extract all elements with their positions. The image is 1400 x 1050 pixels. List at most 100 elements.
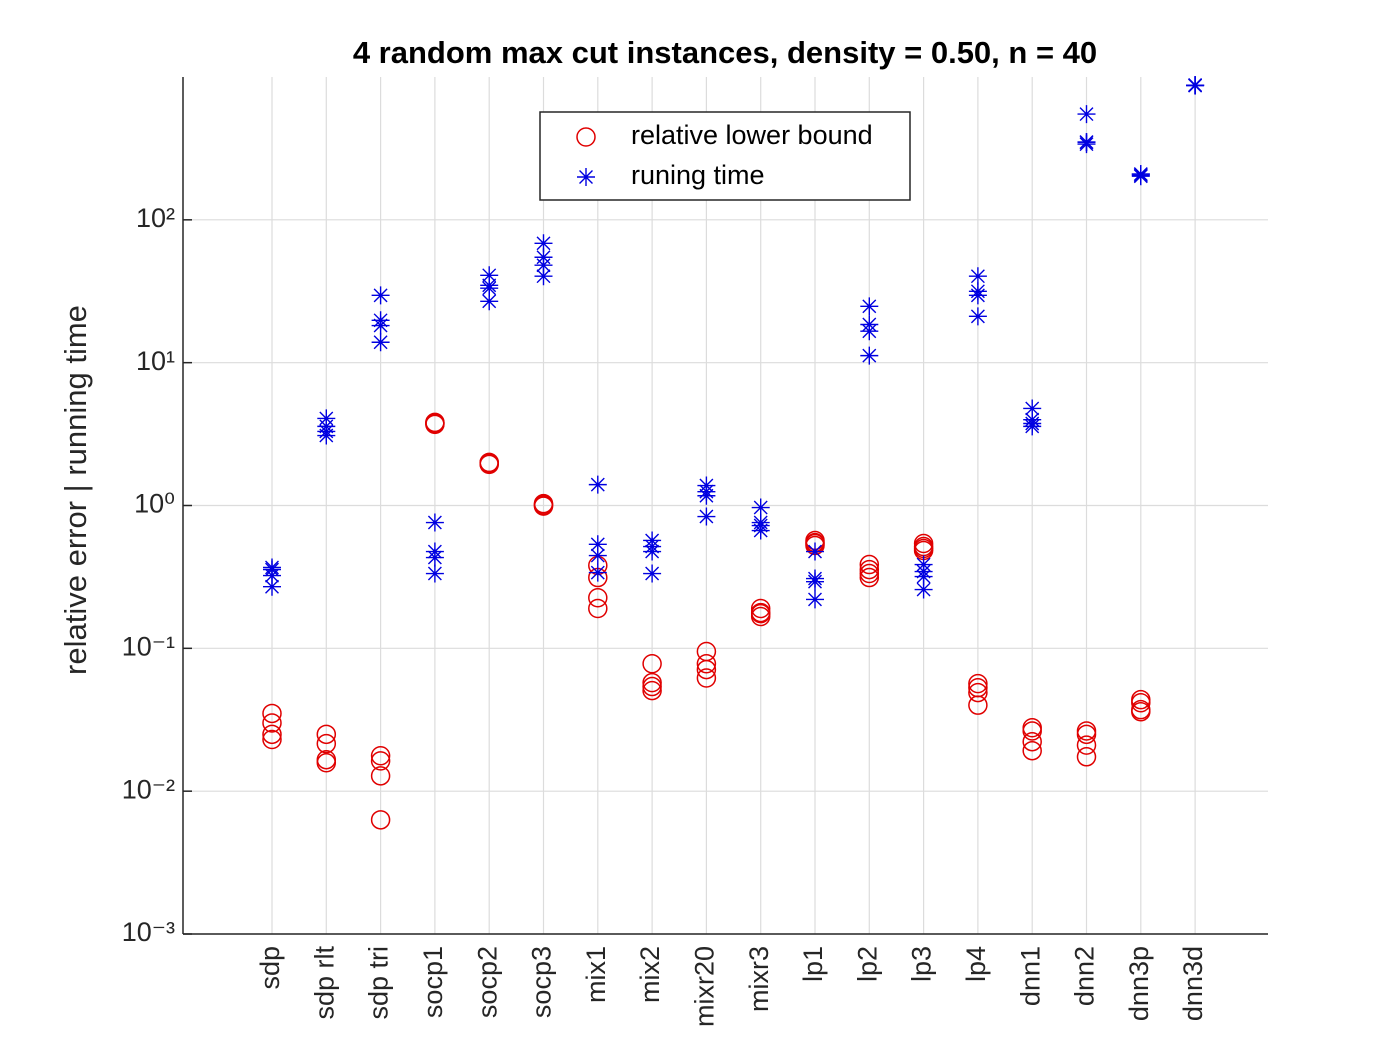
- point: [860, 297, 879, 316]
- point: [697, 507, 716, 526]
- point: [371, 333, 390, 352]
- point: [316, 733, 337, 754]
- point: [263, 566, 281, 585]
- x-tick-label: lp4: [961, 946, 991, 982]
- point: [371, 316, 390, 335]
- legend-box: [539, 111, 911, 201]
- point: [588, 535, 607, 554]
- point: [914, 567, 933, 586]
- point: [370, 810, 391, 830]
- point: [262, 703, 282, 724]
- chart-title: 4 random max cut instances, density = 0.…: [353, 35, 1097, 70]
- point: [642, 653, 662, 674]
- point: [642, 672, 662, 693]
- x-tick-label: mix2: [635, 946, 665, 1003]
- point: [588, 598, 608, 619]
- point: [1077, 133, 1096, 152]
- point: [480, 292, 499, 311]
- point: [316, 753, 337, 773]
- point: [588, 588, 608, 608]
- point: [425, 564, 444, 583]
- point: [859, 559, 880, 580]
- point: [370, 766, 391, 786]
- point: [968, 682, 988, 703]
- x-tick-label: dnn3p: [1124, 946, 1154, 1021]
- x-tick-label: sdp: [255, 946, 285, 990]
- point: [534, 267, 553, 286]
- y-tick-label: 10⁻³: [122, 917, 175, 947]
- legend-label: runing time: [631, 160, 765, 190]
- y-tick-label: 10¹: [136, 346, 175, 376]
- point: [1022, 731, 1042, 752]
- x-tick-label: socp1: [418, 946, 448, 1018]
- point: [697, 486, 716, 505]
- x-tick-label: dnn3d: [1178, 946, 1208, 1021]
- point: [642, 680, 662, 701]
- point: [316, 724, 337, 745]
- x-tick-label: lp3: [907, 946, 937, 982]
- point: [1022, 721, 1042, 741]
- point: [1023, 399, 1042, 418]
- y-axis-label: relative error | running time: [58, 305, 93, 675]
- y-tick-label: 10⁻²: [122, 774, 175, 804]
- point: [479, 453, 499, 474]
- point: [1131, 165, 1150, 184]
- x-tick-label: sdp rlt: [309, 946, 339, 1020]
- point: [263, 577, 281, 596]
- point: [806, 572, 824, 591]
- point: [642, 676, 662, 697]
- point: [751, 521, 770, 540]
- point: [696, 668, 717, 688]
- x-tick-label: socp3: [527, 946, 557, 1018]
- point: [859, 554, 880, 575]
- point: [1022, 740, 1042, 761]
- point: [696, 659, 717, 680]
- point: [968, 286, 987, 305]
- point: [860, 346, 879, 365]
- point: [643, 542, 662, 561]
- x-tick-label: mix1: [581, 946, 611, 1003]
- point: [643, 564, 662, 583]
- legend-marker: [577, 168, 595, 186]
- point: [1131, 701, 1151, 722]
- point: [262, 713, 282, 733]
- point: [262, 724, 282, 745]
- point: [480, 266, 499, 285]
- x-tick-label: sdp tri: [364, 946, 394, 1020]
- point: [371, 286, 390, 305]
- point: [1186, 76, 1205, 95]
- point: [1076, 735, 1097, 755]
- x-tick-label: mixr20: [690, 946, 720, 1027]
- point: [425, 513, 444, 532]
- point: [1076, 724, 1097, 745]
- point: [1131, 692, 1151, 713]
- point: [859, 563, 880, 584]
- point: [1077, 105, 1096, 124]
- x-tick-label: dnn1: [1015, 946, 1045, 1006]
- x-tick-label: lp1: [798, 946, 828, 982]
- point: [317, 426, 336, 445]
- y-tick-label: 10²: [136, 203, 175, 233]
- point: [588, 475, 607, 494]
- point: [914, 580, 933, 599]
- point: [860, 322, 879, 341]
- y-tick-label: 10⁰: [134, 489, 175, 519]
- point: [588, 563, 607, 582]
- legend-marker: [576, 127, 596, 147]
- legend-label: relative lower bound: [631, 120, 873, 150]
- x-tick-label: dnn2: [1070, 946, 1100, 1006]
- point: [806, 590, 824, 609]
- x-tick-label: socp2: [472, 946, 502, 1018]
- point: [859, 567, 880, 588]
- point: [534, 256, 553, 275]
- point: [370, 751, 391, 771]
- point: [1076, 747, 1097, 767]
- point: [696, 653, 717, 674]
- point: [968, 267, 987, 286]
- point: [968, 673, 988, 694]
- y-tick-label: 10⁻¹: [122, 631, 175, 661]
- x-tick-label: lp2: [852, 946, 882, 982]
- point: [425, 412, 445, 433]
- point: [750, 598, 771, 619]
